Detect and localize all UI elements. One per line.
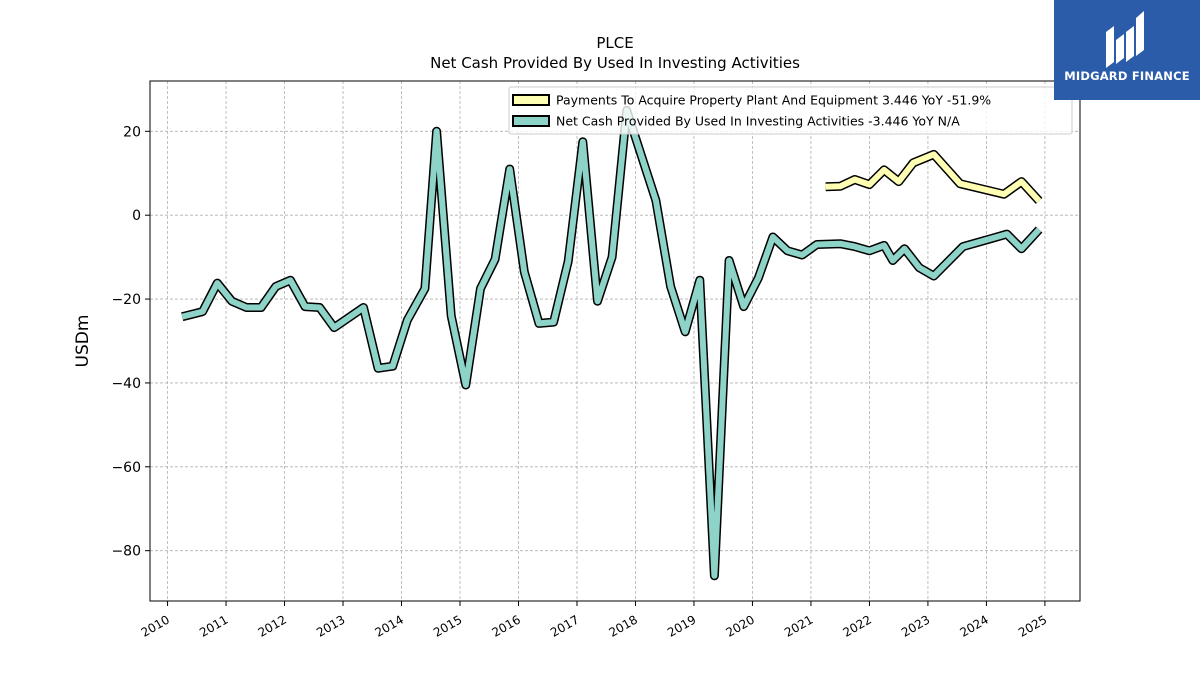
x-tick-label: 2011 xyxy=(197,612,230,639)
plot-frame xyxy=(149,80,1081,602)
x-tick-label: 2022 xyxy=(840,612,873,639)
x-tick-label: 2012 xyxy=(256,612,289,639)
chart-title: PLCE xyxy=(596,34,633,52)
legend-swatch-0 xyxy=(512,94,550,106)
x-axis: 2010 2011 2012 2013 2014 2015 2016 2017 2018 2019… xyxy=(139,601,1049,640)
midgard-logo-icon xyxy=(1106,11,1144,68)
chart-subtitle: Net Cash Provided By Used In Investing A… xyxy=(430,54,800,72)
series-outline-1 xyxy=(181,105,1043,581)
x-tick-label: 2010 xyxy=(139,612,172,639)
x-tick-label: 2014 xyxy=(373,612,406,639)
y-tick-label: −80 xyxy=(111,544,141,560)
y-tick-label: −40 xyxy=(111,376,141,392)
y-axis-label: USDm xyxy=(73,315,93,368)
legend: Payments To Acquire Property Plant And E… xyxy=(508,86,1073,135)
legend-label-0: Payments To Acquire Property Plant And E… xyxy=(556,93,991,108)
x-tick-label: 2016 xyxy=(490,612,523,639)
x-tick-label: 2013 xyxy=(314,612,347,639)
brand-logo: MIDGARD FINANCE xyxy=(1054,0,1200,100)
x-tick-label: 2023 xyxy=(899,612,932,639)
legend-swatch-1 xyxy=(512,115,550,127)
x-tick-label: 2017 xyxy=(548,612,581,639)
series-layer xyxy=(181,105,1043,581)
x-tick-label: 2018 xyxy=(607,612,640,639)
brand-name: MIDGARD FINANCE xyxy=(1064,69,1190,83)
x-tick-label: 2019 xyxy=(665,612,698,639)
x-tick-label: 2020 xyxy=(723,612,756,639)
y-tick-label: 0 xyxy=(132,208,141,224)
series-line-0 xyxy=(825,151,1042,203)
y-tick-label: 20 xyxy=(123,124,141,140)
x-tick-label: 2015 xyxy=(431,612,464,639)
legend-label-1: Net Cash Provided By Used In Investing A… xyxy=(556,114,960,129)
y-axis: 20 0 −20 −40 −60 −80 xyxy=(111,124,150,560)
x-tick-label: 2021 xyxy=(782,612,815,639)
y-tick-label: −60 xyxy=(111,460,141,476)
y-tick-label: −20 xyxy=(111,292,141,308)
series-line-1 xyxy=(181,107,1042,579)
legend-box xyxy=(508,86,1073,135)
x-tick-label: 2025 xyxy=(1016,612,1049,639)
x-tick-label: 2024 xyxy=(957,612,990,639)
